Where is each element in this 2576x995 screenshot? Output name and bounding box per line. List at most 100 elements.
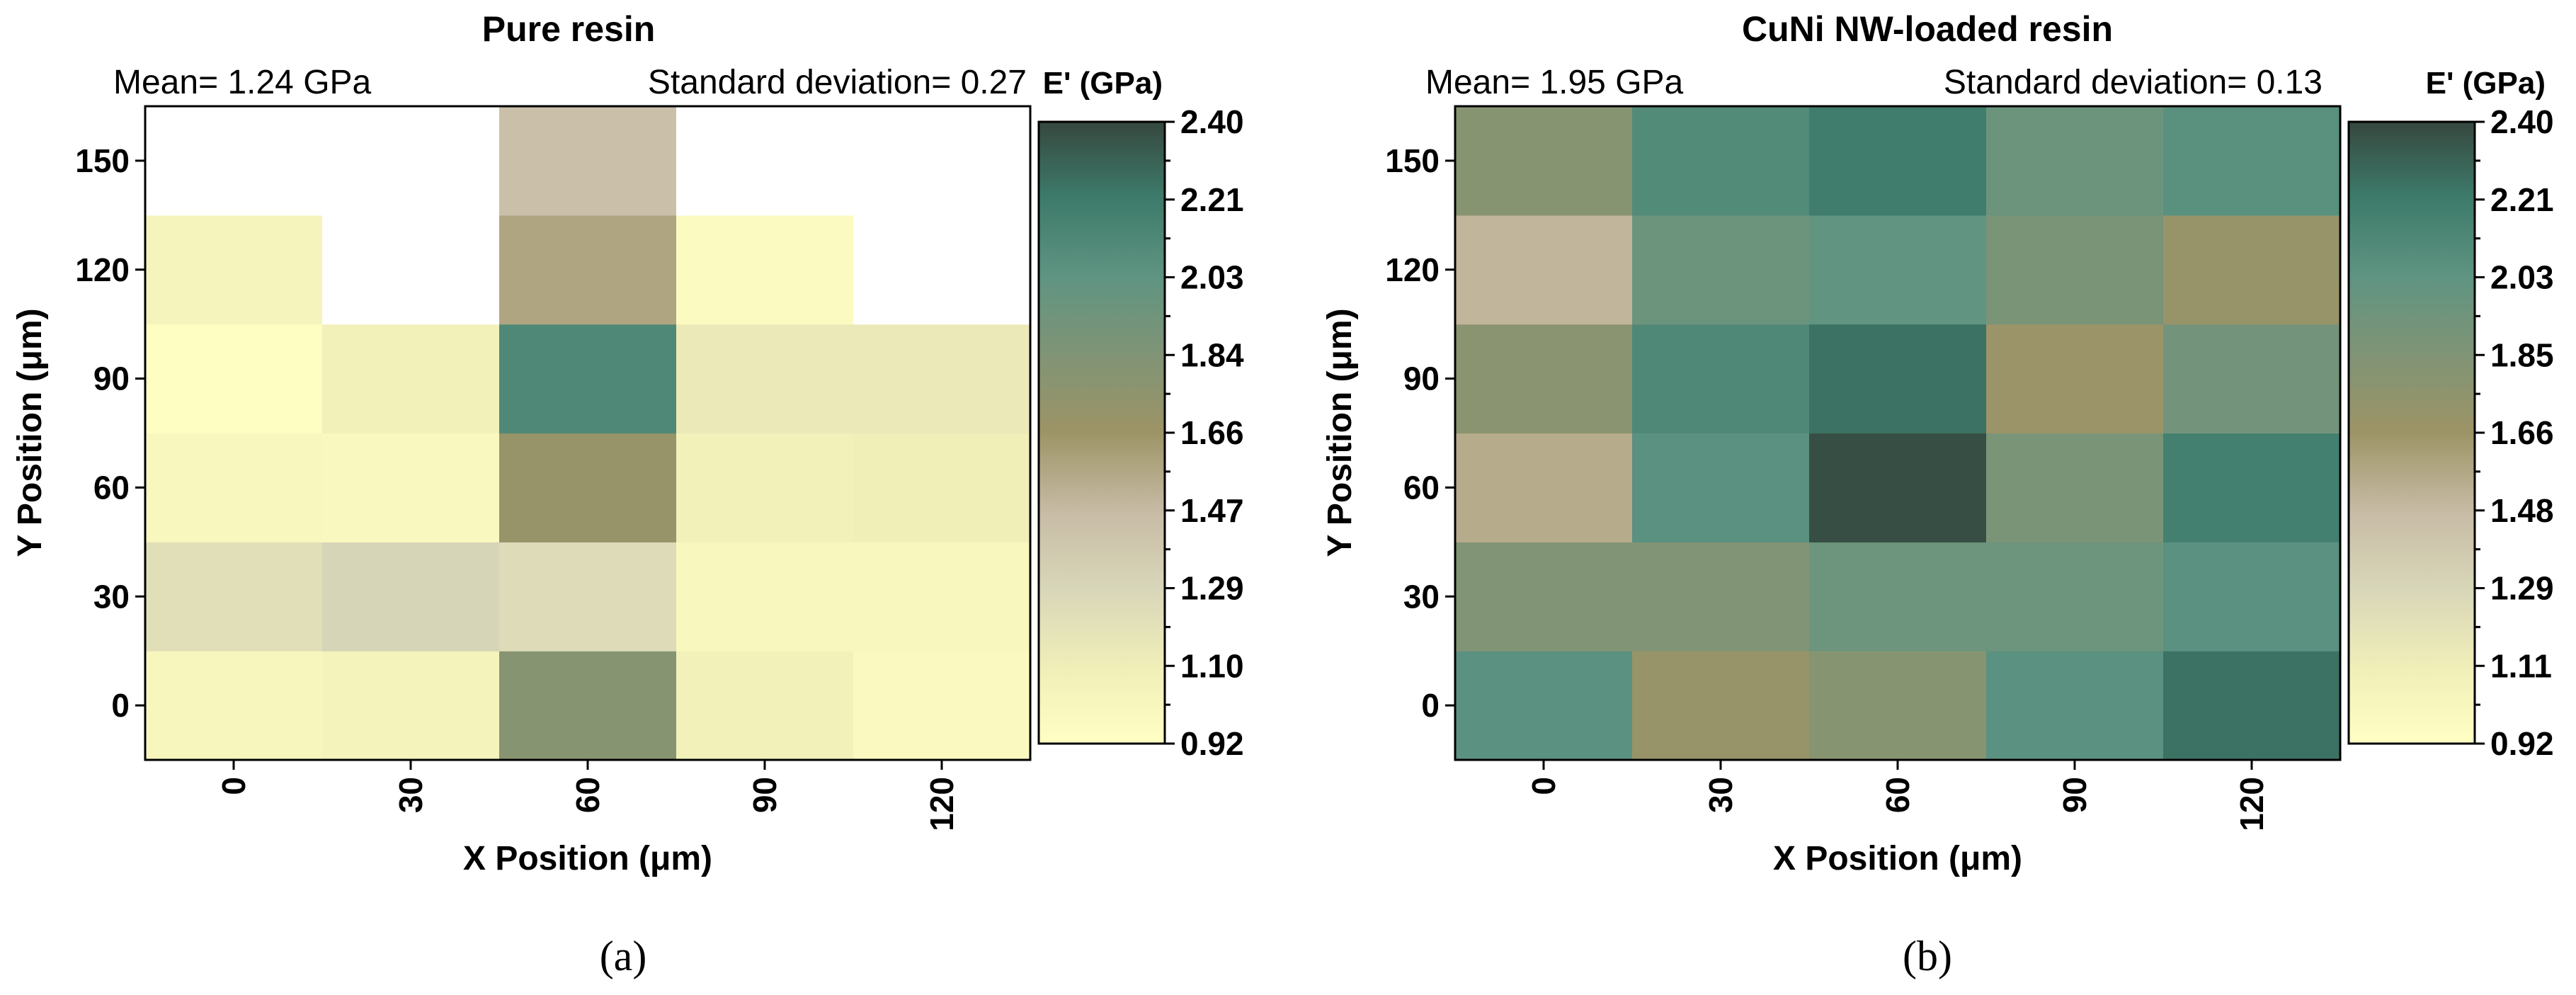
heatmap-cell-b-x60-y30 [1809, 542, 1987, 652]
heatmap-cell-a-x90-y120 [676, 215, 854, 325]
colorbar-tick-label-b: 1.66 [2490, 414, 2554, 451]
x-tick-label-a: 90 [746, 777, 783, 813]
heatmap-cell-a-x30-y90 [322, 324, 500, 434]
heatmap-cell-b-x90-y30 [1986, 542, 2164, 652]
heatmap-cell-b-x60-y90 [1809, 324, 1987, 434]
y-tick-label-b: 30 [1403, 578, 1440, 615]
panel-label-b: (b) [1903, 933, 1952, 979]
heatmap-cell-b-x30-y90 [1632, 324, 1810, 434]
colorbar-tick-label-b: 0.92 [2490, 725, 2554, 762]
colorbar-tick-label-b: 2.40 [2490, 103, 2554, 140]
heatmap-cell-a-x90-y60 [676, 433, 854, 542]
heatmap-cell-a-x30-y120 [322, 215, 500, 325]
y-axis-title-b: Y Position (μm) [1321, 308, 1359, 557]
y-ticks-b: 0 30 60 90 120 150 [1385, 142, 1455, 724]
heatmap-cell-a-x30-y0 [322, 651, 500, 761]
colorbar-tick-label-a: 1.84 [1180, 336, 1244, 373]
heatmap-grid-a [145, 106, 1031, 761]
heatmap-cell-b-x30-y150 [1632, 106, 1810, 216]
heatmap-cell-a-x60-y30 [499, 542, 677, 652]
colorbar-title-b: E' (GPa) [2426, 66, 2546, 101]
chart-a-mean: Mean= 1.24 GPa [113, 64, 372, 101]
heatmap-cell-b-x0-y150 [1455, 106, 1633, 216]
heatmap-cell-b-x120-y90 [2163, 324, 2341, 434]
heatmap-cell-a-x0-y60 [145, 433, 323, 542]
x-tick-label-a: 30 [392, 777, 429, 813]
heatmap-cell-b-x0-y0 [1455, 651, 1633, 761]
y-tick-label-b: 150 [1385, 142, 1440, 179]
heatmap-cell-a-x90-y30 [676, 542, 854, 652]
heatmap-cell-b-x30-y0 [1632, 651, 1810, 761]
y-tick-label-b: 60 [1403, 469, 1440, 506]
chart-b-mean: Mean= 1.95 GPa [1425, 64, 1684, 101]
y-tick-label-a: 150 [75, 142, 130, 179]
heatmap-cell-b-x0-y60 [1455, 433, 1633, 542]
x-ticks-b: 0 30 60 90 120 [1525, 760, 2270, 831]
heatmap-cell-a-x120-y90 [853, 324, 1031, 434]
colorbar-tick-label-a: 1.29 [1180, 570, 1244, 607]
heatmap-cell-a-x60-y60 [499, 433, 677, 542]
colorbar-tick-label-b: 2.03 [2490, 259, 2554, 296]
heatmap-cell-b-x60-y60 [1809, 433, 1987, 542]
x-tick-label-b: 60 [1879, 777, 1916, 813]
colorbar-ticks-b: 0.92 1.11 1.29 1.48 1.66 1.85 2.03 2.21 2.40 [2475, 103, 2554, 762]
x-tick-label-b: 90 [2056, 777, 2093, 813]
chart-a-title: Pure resin [482, 9, 656, 49]
heatmap-cell-a-x120-y60 [853, 433, 1031, 542]
y-tick-label-a: 0 [111, 687, 130, 724]
heatmap-cell-a-x0-y90 [145, 324, 323, 434]
y-ticks-a: 0 30 60 90 120 150 [75, 142, 145, 724]
heatmap-cell-a-x60-y0 [499, 651, 677, 761]
chart-a-std: Standard deviation= 0.27 [648, 64, 1027, 101]
x-tick-label-b: 120 [2233, 777, 2270, 831]
heatmap-cell-b-x60-y150 [1809, 106, 1987, 216]
x-tick-label-b: 0 [1525, 777, 1562, 795]
colorbar-tick-label-a: 1.10 [1180, 647, 1244, 684]
heatmap-cell-a-x0-y30 [145, 542, 323, 652]
heatmap-cell-b-x120-y0 [2163, 651, 2341, 761]
heatmap-cell-a-x90-y90 [676, 324, 854, 434]
heatmap-cell-a-x60-y120 [499, 215, 677, 325]
colorbar-b [2347, 120, 2476, 745]
heatmap-cell-a-x0-y0 [145, 651, 323, 761]
x-axis-title-b: X Position (μm) [1773, 840, 2022, 877]
colorbar-tick-label-b: 1.85 [2490, 336, 2554, 373]
x-axis-title-a: X Position (μm) [463, 840, 712, 877]
y-tick-label-a: 60 [93, 469, 130, 506]
panel-b: CuNi NW-loaded resin Mean= 1.95 GPa Stan… [1321, 9, 2554, 979]
heatmap-cell-a-x90-y150 [676, 106, 854, 216]
y-tick-label-b: 90 [1403, 360, 1440, 397]
colorbar-tick-label-a: 2.21 [1180, 181, 1244, 218]
heatmap-cell-b-x30-y30 [1632, 542, 1810, 652]
chart-b-title: CuNi NW-loaded resin [1742, 9, 2113, 49]
colorbar-tick-label-b: 2.21 [2490, 181, 2554, 218]
heatmap-cell-b-x0-y30 [1455, 542, 1633, 652]
heatmap-cell-b-x90-y0 [1986, 651, 2164, 761]
heatmap-cell-a-x0-y120 [145, 215, 323, 325]
colorbar-tick-label-b: 1.11 [2490, 647, 2552, 684]
heatmap-cell-a-x30-y30 [322, 542, 500, 652]
y-tick-label-b: 120 [1385, 251, 1440, 288]
panel-label-a: (a) [600, 933, 647, 979]
heatmap-cell-b-x120-y150 [2163, 106, 2341, 216]
x-tick-label-a: 60 [569, 777, 606, 813]
heatmap-cell-a-x30-y60 [322, 433, 500, 542]
heatmap-cell-b-x0-y120 [1455, 215, 1633, 325]
x-tick-label-a: 0 [215, 777, 252, 795]
heatmap-cell-b-x30-y120 [1632, 215, 1810, 325]
heatmap-cell-a-x30-y150 [322, 106, 500, 216]
heatmap-cell-b-x90-y90 [1986, 324, 2164, 434]
heatmap-cell-a-x120-y0 [853, 651, 1031, 761]
colorbar-tick-label-b: 1.29 [2490, 570, 2554, 607]
y-axis-title-a: Y Position (μm) [11, 308, 49, 557]
heatmap-cell-b-x60-y0 [1809, 651, 1987, 761]
y-tick-label-a: 30 [93, 578, 130, 615]
y-tick-label-a: 90 [93, 360, 130, 397]
colorbar-tick-label-a: 2.03 [1180, 259, 1244, 296]
y-tick-label-b: 0 [1421, 687, 1440, 724]
heatmap-cell-b-x90-y60 [1986, 433, 2164, 542]
panel-a: Pure resin Mean= 1.24 GPa Standard devia… [11, 9, 1244, 979]
colorbar-tick-label-b: 1.48 [2490, 492, 2554, 529]
colorbar-tick-label-a: 0.92 [1180, 725, 1244, 762]
